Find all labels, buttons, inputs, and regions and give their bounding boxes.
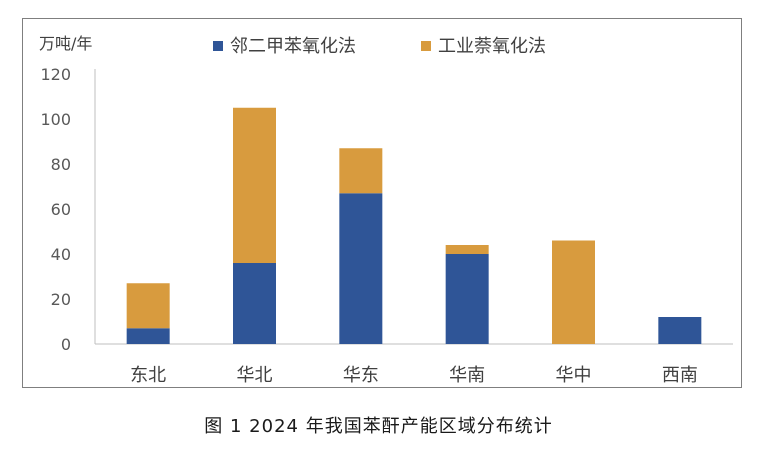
legend-label: 工业萘氧化法: [438, 36, 546, 57]
x-category-label: 西南: [662, 365, 698, 386]
bars: [126, 107, 702, 344]
y-tick-label: 0: [61, 335, 71, 354]
bar-segment-oxylene: [445, 254, 489, 344]
bar-segment-oxylene: [233, 263, 276, 344]
bar-segment-oxylene: [126, 328, 170, 344]
axes: 0 20 40 60 80 100 120 东北 华北 华东 华南 华中 西南: [40, 65, 733, 386]
stacked-bar-chart: 万吨/年 邻二甲苯氧化法 工业萘氧化法 0 20 40 60 80 100 120 东北 华北 华东…: [39, 34, 733, 386]
bar-segment-naphthalene: [552, 240, 595, 344]
bar-segment-naphthalene: [233, 107, 276, 263]
x-category-label: 华北: [237, 365, 273, 386]
figure-caption: 图 1 2024 年我国苯酐产能区域分布统计: [204, 416, 553, 437]
legend-swatch: [213, 41, 223, 51]
y-tick-label: 40: [51, 245, 71, 264]
bar-segment-naphthalene: [339, 148, 383, 194]
x-category-label: 华东: [343, 365, 379, 386]
x-category-label: 东北: [130, 365, 166, 386]
y-tick-label: 100: [40, 110, 71, 129]
y-unit-label: 万吨/年: [39, 34, 92, 53]
x-category-label: 华南: [449, 365, 485, 386]
bar-segment-oxylene: [339, 193, 383, 344]
legend-swatch: [421, 41, 431, 51]
bar-segment-naphthalene: [445, 245, 489, 254]
x-category-label: 华中: [556, 365, 592, 386]
legend-label: 邻二甲苯氧化法: [230, 36, 356, 57]
y-tick-label: 120: [40, 65, 71, 84]
y-tick-label: 80: [51, 155, 71, 174]
bar-segment-naphthalene: [126, 283, 170, 329]
bar-segment-oxylene: [658, 317, 702, 344]
y-tick-label: 60: [51, 200, 71, 219]
legend: 邻二甲苯氧化法 工业萘氧化法: [213, 36, 546, 57]
chart-frame: 万吨/年 邻二甲苯氧化法 工业萘氧化法 0 20 40 60 80 100 120 东北 华北 华东…: [22, 18, 742, 388]
y-tick-label: 20: [51, 290, 71, 309]
